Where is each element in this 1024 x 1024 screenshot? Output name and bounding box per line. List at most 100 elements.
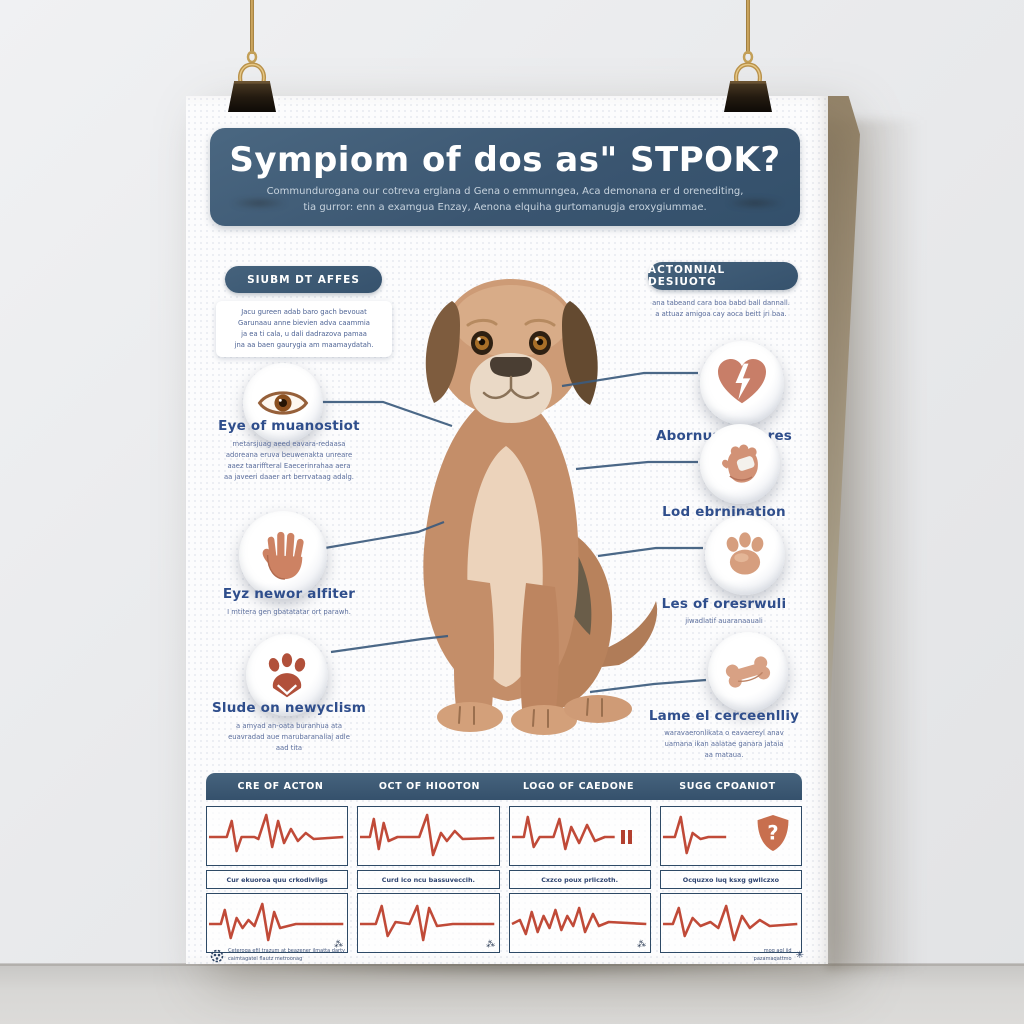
floor — [0, 964, 1024, 1024]
dog-paw — [511, 705, 577, 735]
desc-line: uamana ikan aalatae ganara jataia — [664, 739, 784, 748]
ecg-waveform — [360, 904, 495, 942]
dog-illustration — [423, 279, 658, 735]
intro-line: ana tabeand cara boa babd ball dannall. — [652, 299, 790, 307]
left-item-1-label: Eye of muanostiot — [218, 418, 360, 434]
dog-nose — [489, 357, 533, 377]
bone-icon — [725, 656, 771, 688]
dog-tail — [594, 601, 658, 667]
dog-eye-left — [471, 331, 493, 355]
waveform-cell — [508, 806, 651, 866]
waveform-caption: Ocquzxo luq ksxg gwllczxo — [659, 870, 802, 889]
connector-paw-right — [597, 546, 703, 558]
right-item-3-label: Les of oresrwuli — [661, 596, 787, 612]
dog-front-leg-left — [454, 579, 495, 707]
dog-mouth — [482, 375, 540, 399]
desc-line: euavradad aue marubaranaliaj adle — [228, 732, 350, 741]
poster: Sympiom of dos as" STPOK? Commundurogana… — [186, 96, 828, 964]
desc-line: aa javeeri daaer art berrvataag adalg. — [224, 472, 354, 481]
table-column-2: Curd ico ncu bassuveccih. ⁂ — [357, 806, 500, 953]
left-intro-card: Jacu gureen adab baro gach bevouat Garun… — [216, 301, 392, 357]
ecg-waveform — [208, 813, 344, 853]
connector-heart — [561, 371, 698, 388]
ecg-waveform — [662, 904, 798, 942]
fine-print-line: Ceteroqa efil trazum at beazener ilmatta… — [228, 948, 345, 954]
waveform-cell: ⁂ — [357, 893, 500, 953]
left-item-2-desc: I mtitera gen gbatatatar ort parawh. — [200, 607, 378, 618]
waveform-cell — [357, 806, 500, 866]
hanging-wire — [250, 0, 254, 54]
waveform-cell — [206, 806, 349, 866]
emblem-logo-icon — [210, 949, 224, 962]
ecg-waveform — [360, 813, 495, 857]
dog-ear-left — [425, 301, 460, 403]
left-item-2-label: Eyz newor alfiter — [222, 586, 356, 602]
starburst-icon: ✳ — [795, 950, 804, 961]
wire-link — [742, 50, 754, 64]
left-card-line: jna aa baen gaurygia am maamaydatah. — [234, 340, 374, 349]
waveform-cell: ? — [659, 806, 802, 866]
right-item-4-label: Lame el cerceenlliy — [648, 708, 800, 724]
dog-paw — [437, 702, 503, 732]
waveform-caption: Cur ekuoroa quu crkodiviigs — [206, 870, 349, 889]
poster-footer: Ceteroqa efil trazum at beazener ilmatta… — [210, 948, 804, 963]
dog-toe-lines — [458, 698, 603, 728]
poster-subtitle-line1: Commundurogana our cotreva erglana d Gen… — [266, 186, 744, 197]
waveform-caption: Cxzco poux prliczoth. — [508, 870, 651, 889]
ecg-waveform — [511, 815, 615, 851]
left-item-1-desc: metarsjuag aeed eavara-redaasa adoreana … — [200, 439, 378, 483]
footer-right: moq aql jid pazamaqattmo ✳ — [754, 948, 804, 963]
pause-bars-icon — [620, 830, 632, 844]
fine-print-line: moq aql jid — [763, 948, 792, 954]
right-item-4-desc: waravaeronlikata o eavaereyl anav uamana… — [632, 728, 816, 761]
desc-line: aaez taariffteral Eaecerinrahaa aera — [227, 461, 351, 470]
dog-eye-right — [529, 331, 551, 355]
clip-body — [228, 82, 276, 112]
connector-eye — [322, 400, 453, 428]
footer-left: Ceteroqa efil trazum at beazener ilmatta… — [210, 948, 345, 963]
column-header: SUGG CPOANIOT — [679, 781, 776, 792]
desc-line: a amyad an-oata buranhua ata — [236, 722, 342, 730]
connector-hand — [324, 520, 445, 550]
left-column-header: SIUBM DT AFFES — [225, 266, 382, 293]
intro-line: a attuaz amigoa cay aoca beitt jri baa. — [655, 309, 787, 318]
dog-front-leg-right — [520, 583, 559, 709]
dog-brows — [466, 318, 556, 327]
question-shield-icon: ? — [757, 815, 789, 851]
binder-clip-right — [724, 0, 772, 112]
waveform-cell — [659, 893, 802, 953]
ecg-waveform — [510, 906, 646, 936]
table-column-3: Cxzco poux prliczoth. ⁂ — [508, 806, 651, 953]
right-column-header: ACTONNIAL DESIUOTG — [648, 262, 798, 290]
footer-fine-print-left: Ceteroqa efil trazum at beazener ilmatta… — [228, 948, 345, 963]
poster-subtitle-line2: tia gurror: enn a examgua Enzay, Aenona … — [303, 201, 707, 213]
poster-title: Sympiom of dos as" STPOK? — [229, 140, 781, 180]
desc-line: waravaeronlikata o eavaereyl anav — [664, 729, 784, 737]
waveform-cell: ⁂ — [508, 893, 651, 953]
title-banner: Sympiom of dos as" STPOK? Commundurogana… — [210, 128, 800, 226]
connector-paw-left — [330, 634, 449, 654]
raised-hand-icon-circle — [239, 511, 327, 599]
right-item-3-desc: jiwadlatif auaranaauali — [634, 616, 814, 627]
desc-line: aa mataua. — [704, 750, 744, 759]
paw-print-icon-circle — [246, 634, 328, 716]
wire-link — [246, 50, 258, 64]
table-column-1: Cur ekuoroa quu crkodiviigs ⁂ — [206, 806, 349, 953]
curled-hand-icon-circle — [700, 424, 780, 504]
left-card-line: ja ea ti cala, u dali dadrazova pamaa — [241, 329, 367, 338]
ecg-waveform — [662, 815, 726, 855]
waveform-caption: Curd ico ncu bassuveccih. — [357, 870, 500, 889]
ecg-waveform — [208, 902, 344, 942]
eye-icon — [257, 391, 309, 415]
fine-print-line: pazamaqattmo — [753, 955, 792, 962]
paw-print-icon — [268, 653, 306, 698]
clip-shadow — [726, 198, 784, 208]
broken-heart-icon-circle — [700, 341, 784, 425]
bottom-table: Cur ekuoroa quu crkodiviigs ⁂ Curd ico n… — [206, 806, 802, 953]
desc-line: I mtitera gen gbatatatar ort parawh. — [227, 608, 351, 616]
footer-fine-print-right: moq aql jid pazamaqattmo — [754, 948, 792, 963]
column-header: LOGO OF CAEDONE — [522, 781, 635, 792]
right-intro: ana tabeand cara boa babd ball dannall. … — [628, 298, 814, 320]
connector-lines — [322, 371, 707, 694]
right-column-header-label: ACTONNIAL DESIUOTG — [648, 264, 726, 288]
